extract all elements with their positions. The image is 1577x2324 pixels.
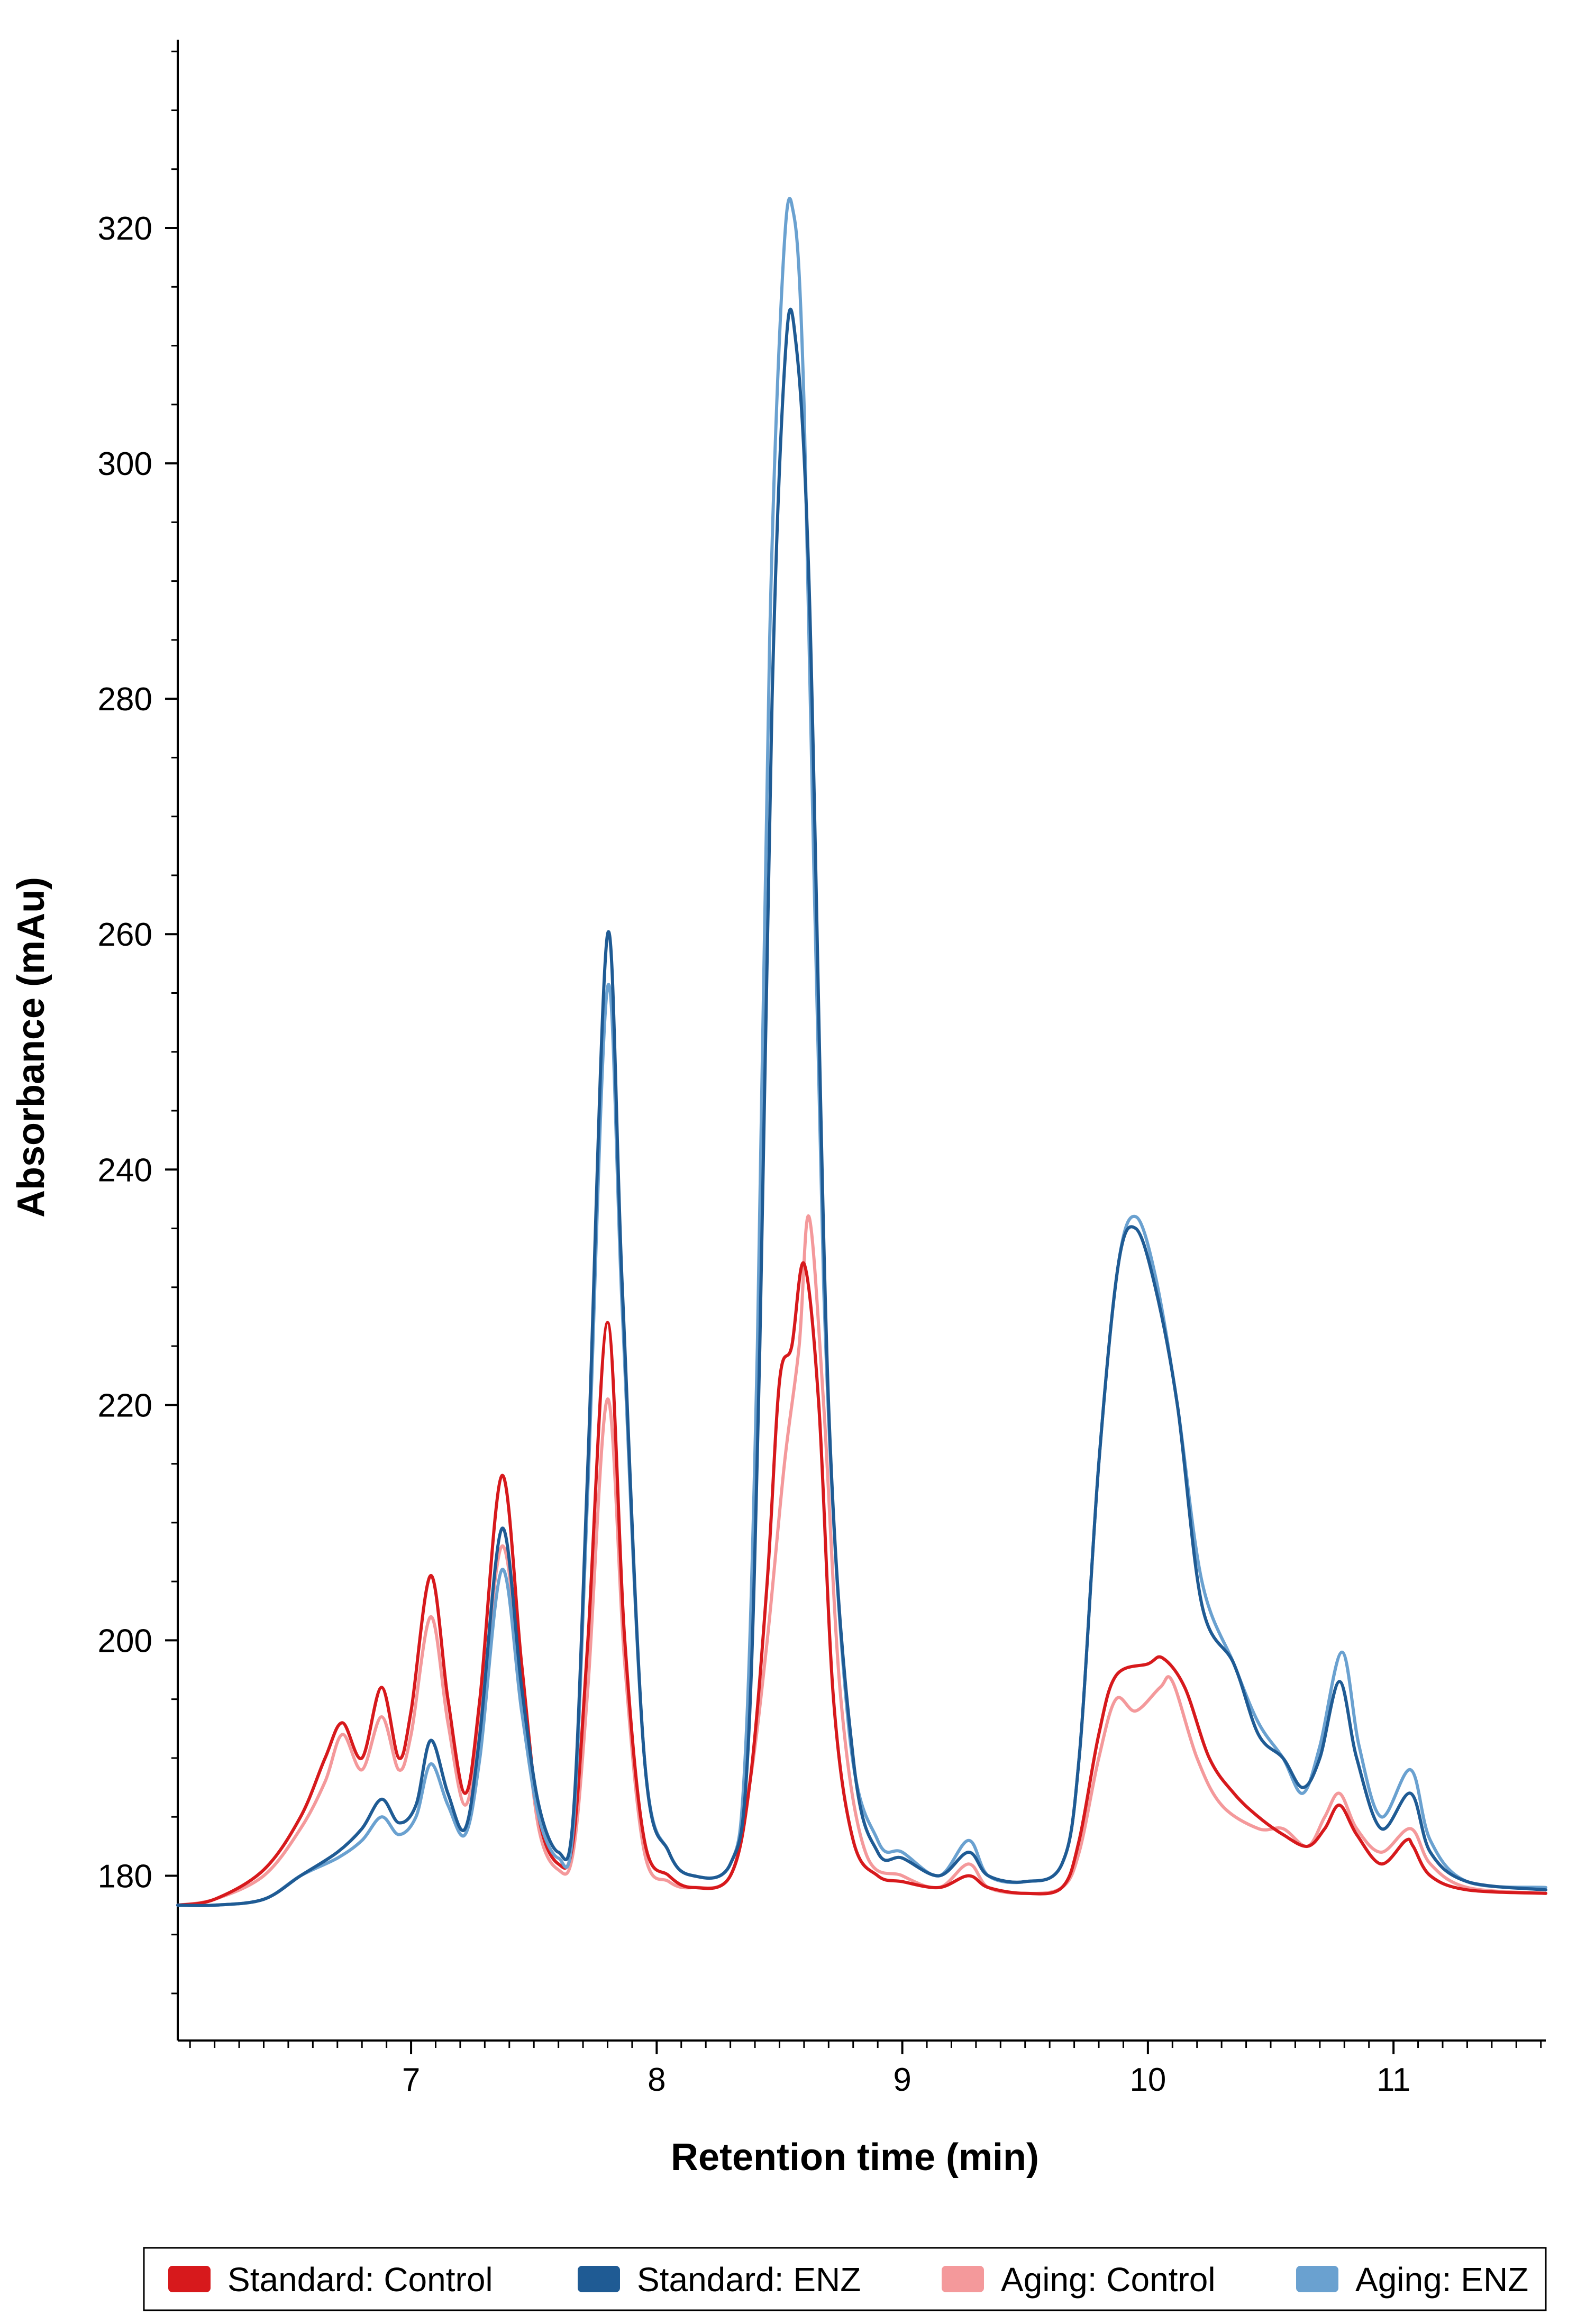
legend-swatch-aging-control	[942, 2266, 984, 2292]
y-tick-label: 240	[98, 1152, 152, 1188]
series-layer	[176, 197, 1547, 1907]
x-tick-label: 9	[893, 2062, 911, 2098]
legend: Standard: Control Standard: ENZ Aging: Con…	[143, 2247, 1547, 2311]
series-line-aging-control	[176, 1214, 1547, 1907]
legend-label-aging-control: Aging: Control	[1001, 2261, 1216, 2299]
x-axis: 7 8 9 10 11	[178, 2039, 1546, 2098]
x-tick-label: 8	[648, 2062, 666, 2098]
series-line-standard-enz	[176, 307, 1547, 1907]
y-tick-label: 260	[98, 917, 152, 953]
series-line-aging-enz	[176, 197, 1547, 1907]
legend-label-standard-control: Standard: Control	[227, 2261, 493, 2299]
y-tick-label: 180	[98, 1858, 152, 1895]
x-tick-label: 11	[1377, 2062, 1410, 2098]
y-tick-label: 220	[98, 1387, 152, 1424]
y-tick-label: 200	[98, 1623, 152, 1659]
legend-swatch-standard-enz	[578, 2266, 620, 2292]
legend-swatch-standard-control	[168, 2266, 211, 2292]
legend-label-standard-enz: Standard: ENZ	[637, 2261, 861, 2299]
y-axis-title: Absorbance (mAu)	[10, 877, 52, 1218]
y-axis: 180 200 220 240 260 280 300 320	[98, 40, 179, 2041]
y-tick-label: 280	[98, 681, 152, 718]
legend-swatch-aging-enz	[1296, 2266, 1338, 2292]
y-tick-label: 320	[98, 211, 152, 247]
y-tick-label: 300	[98, 446, 152, 482]
series-line-standard-control	[176, 1261, 1547, 1907]
x-tick-label: 7	[402, 2062, 420, 2098]
legend-label-aging-enz: Aging: ENZ	[1355, 2261, 1528, 2299]
x-tick-label: 10	[1129, 2062, 1166, 2098]
x-axis-title: Retention time (min)	[671, 2136, 1039, 2179]
